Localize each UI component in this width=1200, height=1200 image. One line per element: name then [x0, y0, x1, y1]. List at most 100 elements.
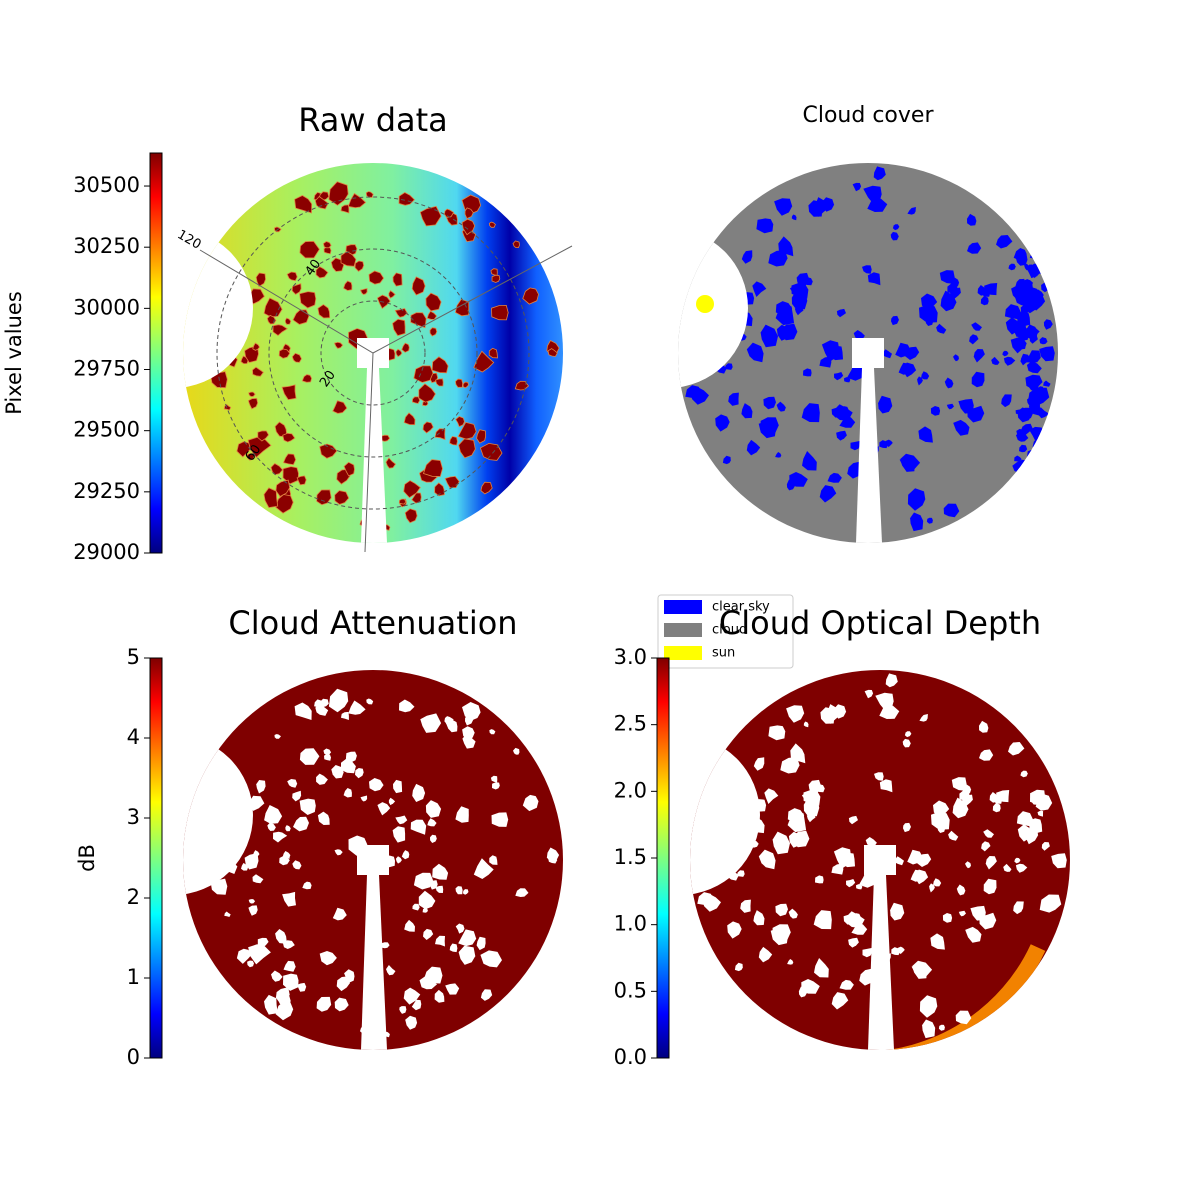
blob [292, 860, 302, 870]
blob [458, 929, 477, 947]
blob [1026, 469, 1035, 480]
blob [863, 874, 872, 884]
blob [900, 453, 921, 471]
blob [883, 349, 892, 359]
panel-title: Cloud Optical Depth [719, 604, 1041, 642]
blob [776, 401, 786, 412]
blob [324, 753, 331, 761]
blob [690, 387, 697, 393]
blob [953, 354, 959, 362]
blob [455, 886, 463, 895]
blob [971, 371, 985, 388]
polar-ring [216, 196, 530, 510]
blob [833, 847, 852, 869]
blob [340, 204, 350, 214]
blob [403, 987, 421, 1005]
sun-marker [696, 295, 714, 313]
blob [399, 1006, 406, 1012]
blob [1024, 263, 1030, 271]
panel: Raw data20406012029000292502950029750300… [2, 101, 573, 564]
blob [263, 487, 279, 509]
blob [724, 363, 733, 370]
blob [1035, 793, 1053, 811]
blob [473, 858, 494, 879]
blob [1004, 304, 1022, 320]
blob [1020, 343, 1026, 350]
blob [948, 830, 959, 841]
polar-ring [320, 300, 426, 406]
blob [340, 250, 357, 267]
blob [892, 224, 900, 231]
blob [1003, 863, 1012, 872]
blob [746, 342, 764, 363]
blob [1023, 324, 1038, 339]
blob [1021, 356, 1029, 363]
blob [746, 439, 761, 456]
blob [940, 290, 957, 312]
blob [332, 907, 347, 921]
blob [343, 280, 353, 291]
blob [967, 213, 977, 226]
blob [423, 966, 443, 984]
blob [922, 1019, 936, 1039]
blob [411, 999, 422, 1011]
blob [926, 517, 933, 524]
blob [257, 430, 270, 442]
colorbar-tick-label: 1.0 [614, 912, 647, 936]
blob [736, 870, 745, 877]
blob [775, 903, 788, 917]
blob [319, 698, 329, 707]
blob [377, 802, 391, 816]
blob [741, 250, 753, 264]
blob [790, 743, 806, 764]
blob [267, 822, 276, 831]
blob [1016, 811, 1034, 827]
blob [846, 911, 865, 928]
blob [248, 391, 256, 397]
blob [343, 788, 352, 798]
blob [292, 790, 302, 802]
blob [822, 197, 835, 212]
blob [426, 310, 438, 320]
blob [283, 973, 299, 991]
blob [445, 983, 460, 995]
blob [969, 334, 979, 345]
blob [938, 1024, 945, 1031]
blob [820, 707, 835, 724]
blob [1015, 278, 1026, 290]
blob [1039, 337, 1048, 345]
blob [979, 749, 994, 761]
mast-top [852, 338, 884, 368]
blob [317, 304, 331, 319]
blob [1016, 428, 1025, 438]
blob [821, 340, 840, 362]
blob [297, 982, 307, 992]
blob [952, 797, 969, 819]
blob [264, 994, 278, 1015]
blob [1031, 799, 1038, 805]
blob [902, 738, 911, 748]
blob [878, 395, 893, 414]
blob [395, 815, 408, 825]
blob [256, 780, 266, 794]
blob [1038, 386, 1044, 393]
blob [275, 1001, 294, 1021]
blob [951, 777, 967, 791]
colorbar [149, 152, 163, 554]
legend-label: clear sky [712, 600, 770, 615]
colorbar-tick-label: 30500 [73, 173, 140, 197]
colorbar-tick-label: 2.5 [614, 712, 647, 736]
horizon-cut [678, 228, 748, 388]
blob [846, 879, 856, 888]
blob [368, 270, 385, 285]
blob [722, 455, 731, 465]
blob [867, 272, 881, 286]
blob [984, 283, 998, 296]
blob [788, 908, 798, 919]
blob [801, 792, 814, 802]
blob [1031, 248, 1044, 262]
colorbar [149, 657, 163, 1059]
blob [1026, 449, 1041, 462]
blob [299, 240, 320, 259]
blob [413, 365, 434, 383]
